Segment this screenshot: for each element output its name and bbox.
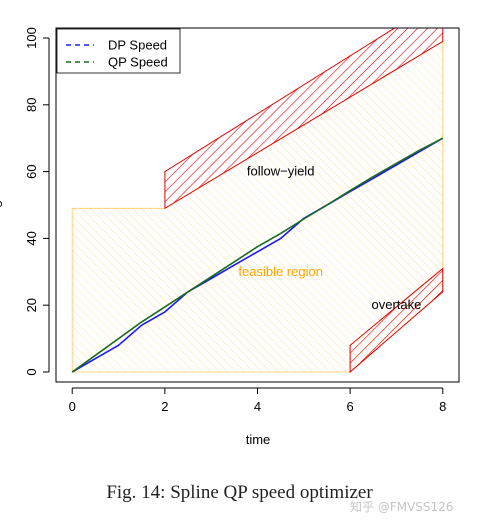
x-tick-label: 0 — [69, 399, 76, 414]
speed-chart: 0 2 4 6 8 0 20 40 60 80 100 follow−yield feasible … — [0, 27, 460, 447]
x-tick-label: 8 — [439, 399, 446, 414]
x-axis: 0 2 4 6 8 — [69, 387, 446, 414]
annotation-feasible-region: feasible region — [238, 264, 323, 279]
x-tick-label: 2 — [161, 399, 168, 414]
legend-label-dp-speed: DP Speed — [108, 38, 167, 53]
y-tick-label: 100 — [24, 27, 39, 49]
series-line-qp-speed — [71, 137, 444, 373]
figure-caption: Fig. 14: Spline QP speed optimizer — [106, 482, 373, 503]
regions-layer — [71, 28, 444, 374]
y-tick-label: 20 — [24, 298, 39, 312]
x-axis-label: time — [246, 432, 271, 447]
annotations-layer: follow−yield feasible region overtake — [238, 164, 421, 313]
plot-frame — [55, 27, 460, 383]
annotation-follow-yield: follow−yield — [247, 164, 315, 179]
y-tick-label: 40 — [24, 231, 39, 245]
y-axis: 0 20 40 60 80 100 — [24, 27, 50, 376]
region-overtake — [349, 267, 444, 374]
y-tick-label: 80 — [24, 98, 39, 112]
x-tick-label: 4 — [254, 399, 261, 414]
legend-box — [56, 28, 181, 74]
y-tick-label: 60 — [24, 164, 39, 178]
series-layer — [71, 137, 444, 373]
x-tick-label: 6 — [347, 399, 354, 414]
y-axis-label: s — [0, 200, 5, 207]
legend-label-qp-speed: QP Speed — [108, 55, 168, 70]
annotation-overtake: overtake — [372, 297, 422, 312]
y-tick-label: 0 — [24, 368, 39, 375]
region-follow-yield — [164, 28, 444, 210]
legend: DP Speed QP Speed — [56, 28, 181, 74]
series-line-dp-speed — [71, 137, 444, 373]
watermark: 知乎 @FMVSS126 — [350, 500, 454, 514]
